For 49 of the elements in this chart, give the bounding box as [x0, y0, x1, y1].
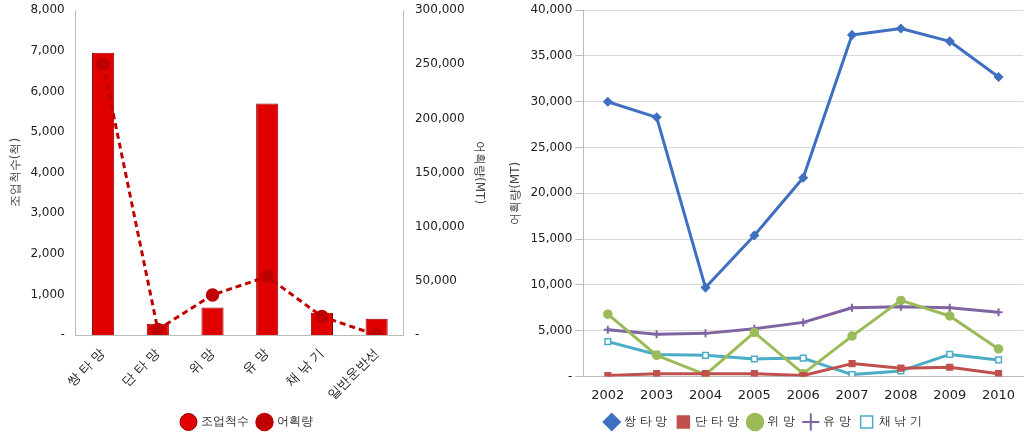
y2-tick-label: - — [414, 327, 420, 342]
y2-tick-label: 250,000 — [414, 56, 465, 71]
y-tick-label: 4,000 — [30, 164, 65, 179]
y2-tick-label: 300,000 — [414, 2, 465, 17]
y-tick-label: 5,000 — [30, 124, 65, 139]
x-tick-label: 2005 — [737, 386, 771, 402]
y-tick-label: - — [568, 368, 573, 383]
y-tick-label: 3,000 — [30, 205, 65, 220]
x-tick-label: 2010 — [982, 386, 1016, 402]
x-tick-label: 채 낚 기 — [282, 345, 327, 390]
legend-label: 쌍 타 망 — [623, 414, 668, 429]
y2-tick-label: 100,000 — [414, 218, 465, 233]
y-tick-label: 8,000 — [30, 2, 65, 17]
y-tick-label: 25,000 — [530, 139, 573, 154]
x-tick-label: 2008 — [884, 386, 918, 402]
y-tick-label: 20,000 — [530, 185, 573, 200]
y-tick-label: 7,000 — [30, 42, 65, 57]
y-tick-label: 2,000 — [30, 245, 65, 260]
x-tick-label: 2002 — [591, 386, 625, 402]
x-tick-label: 2004 — [688, 386, 723, 402]
y-tick-label: 40,000 — [530, 2, 573, 17]
y-tick-label: 6,000 — [30, 83, 65, 98]
y-tick-label: 35,000 — [530, 48, 573, 63]
y2-axis-title: 어획량(MT) — [472, 141, 487, 205]
y-axis-title: 어획량(MT) — [508, 161, 523, 225]
y-tick-label: - — [60, 327, 65, 342]
x-tick-label: 2006 — [786, 386, 820, 402]
legend-label: 채 낚 기 — [878, 414, 923, 429]
legend-label: 조업척수 — [200, 414, 249, 429]
legend-label: 위 망 — [767, 414, 795, 429]
legend-label: 어획량 — [276, 414, 313, 429]
y-tick-label: 15,000 — [530, 231, 573, 246]
legend-label: 유 망 — [822, 414, 851, 429]
y-tick-label: 1,000 — [30, 286, 65, 301]
legend-label: 단 타 망 — [695, 414, 740, 429]
x-tick-label: 2009 — [933, 386, 967, 402]
x-tick-label: 위 망 — [185, 345, 218, 378]
y2-tick-label: 50,000 — [414, 273, 457, 287]
x-tick-label: 쌍 타 망 — [63, 345, 108, 390]
y-tick-label: 5,000 — [538, 322, 573, 337]
y-axis-title: 조업척수(척) — [8, 137, 23, 208]
x-tick-label: 유 망 — [239, 345, 272, 378]
x-tick-label: 2003 — [640, 386, 674, 402]
x-tick-label: 단 타 망 — [118, 345, 163, 390]
y2-tick-label: 200,000 — [414, 110, 465, 125]
y-tick-label: 30,000 — [530, 93, 573, 108]
y2-tick-label: 150,000 — [414, 164, 465, 179]
y-tick-label: 10,000 — [530, 276, 573, 291]
x-tick-label: 2007 — [835, 386, 869, 402]
